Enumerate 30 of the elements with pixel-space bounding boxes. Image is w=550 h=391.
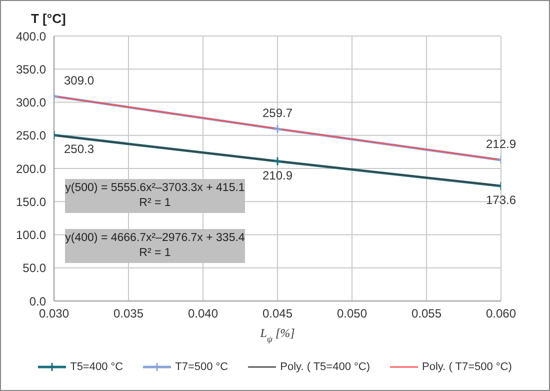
y-tick-label: 350.0 [16, 62, 46, 76]
legend-label: T7=500 °C [175, 361, 228, 373]
x-tick-label: 0.030 [38, 306, 70, 321]
data-label: 309.0 [64, 73, 94, 88]
y-tick-label: 300.0 [16, 96, 46, 110]
annotation: y(500) = 5555.6x²–3703.3x + 415.1 R² = 1 [65, 179, 245, 213]
y-axis-title: T [°C] [31, 11, 66, 26]
data-label: 212.9 [486, 136, 516, 151]
legend-label: T5=400 °C [70, 361, 124, 373]
y-tick-label: 150.0 [16, 194, 46, 209]
x-tick-label: 0.050 [336, 306, 368, 321]
x-tick-label: 0.055 [411, 306, 442, 321]
data-label: 173.6 [486, 192, 516, 207]
y-tick-label: 250.0 [16, 128, 46, 143]
x-tick-label: 0.035 [113, 306, 144, 321]
data-label: 259.7 [262, 106, 293, 120]
data-label: 250.3 [64, 142, 94, 156]
x-tick-label: 0.045 [262, 306, 293, 321]
x-tick-label: 0.040 [188, 306, 218, 321]
legend-label: Poly. ( T7=500 °C) [422, 361, 512, 373]
legend-label: Poly. ( T5=400 °C) [280, 361, 370, 373]
x-tick-label: 0.060 [486, 306, 516, 321]
y-tick-label: 50.0 [22, 261, 46, 276]
data-label: 210.9 [262, 168, 293, 182]
y-tick-label: 100.0 [16, 228, 46, 242]
y-tick-label: 200.0 [16, 162, 46, 176]
annotation: y(400) = 4666.7x²–2976.7x + 335.4 R² = 1 [65, 229, 245, 263]
y-tick-label: 0.0 [29, 294, 46, 308]
x-axis-title: L$_{ψ}$ [%] [259, 326, 296, 344]
y-tick-label: 400.0 [16, 29, 46, 44]
